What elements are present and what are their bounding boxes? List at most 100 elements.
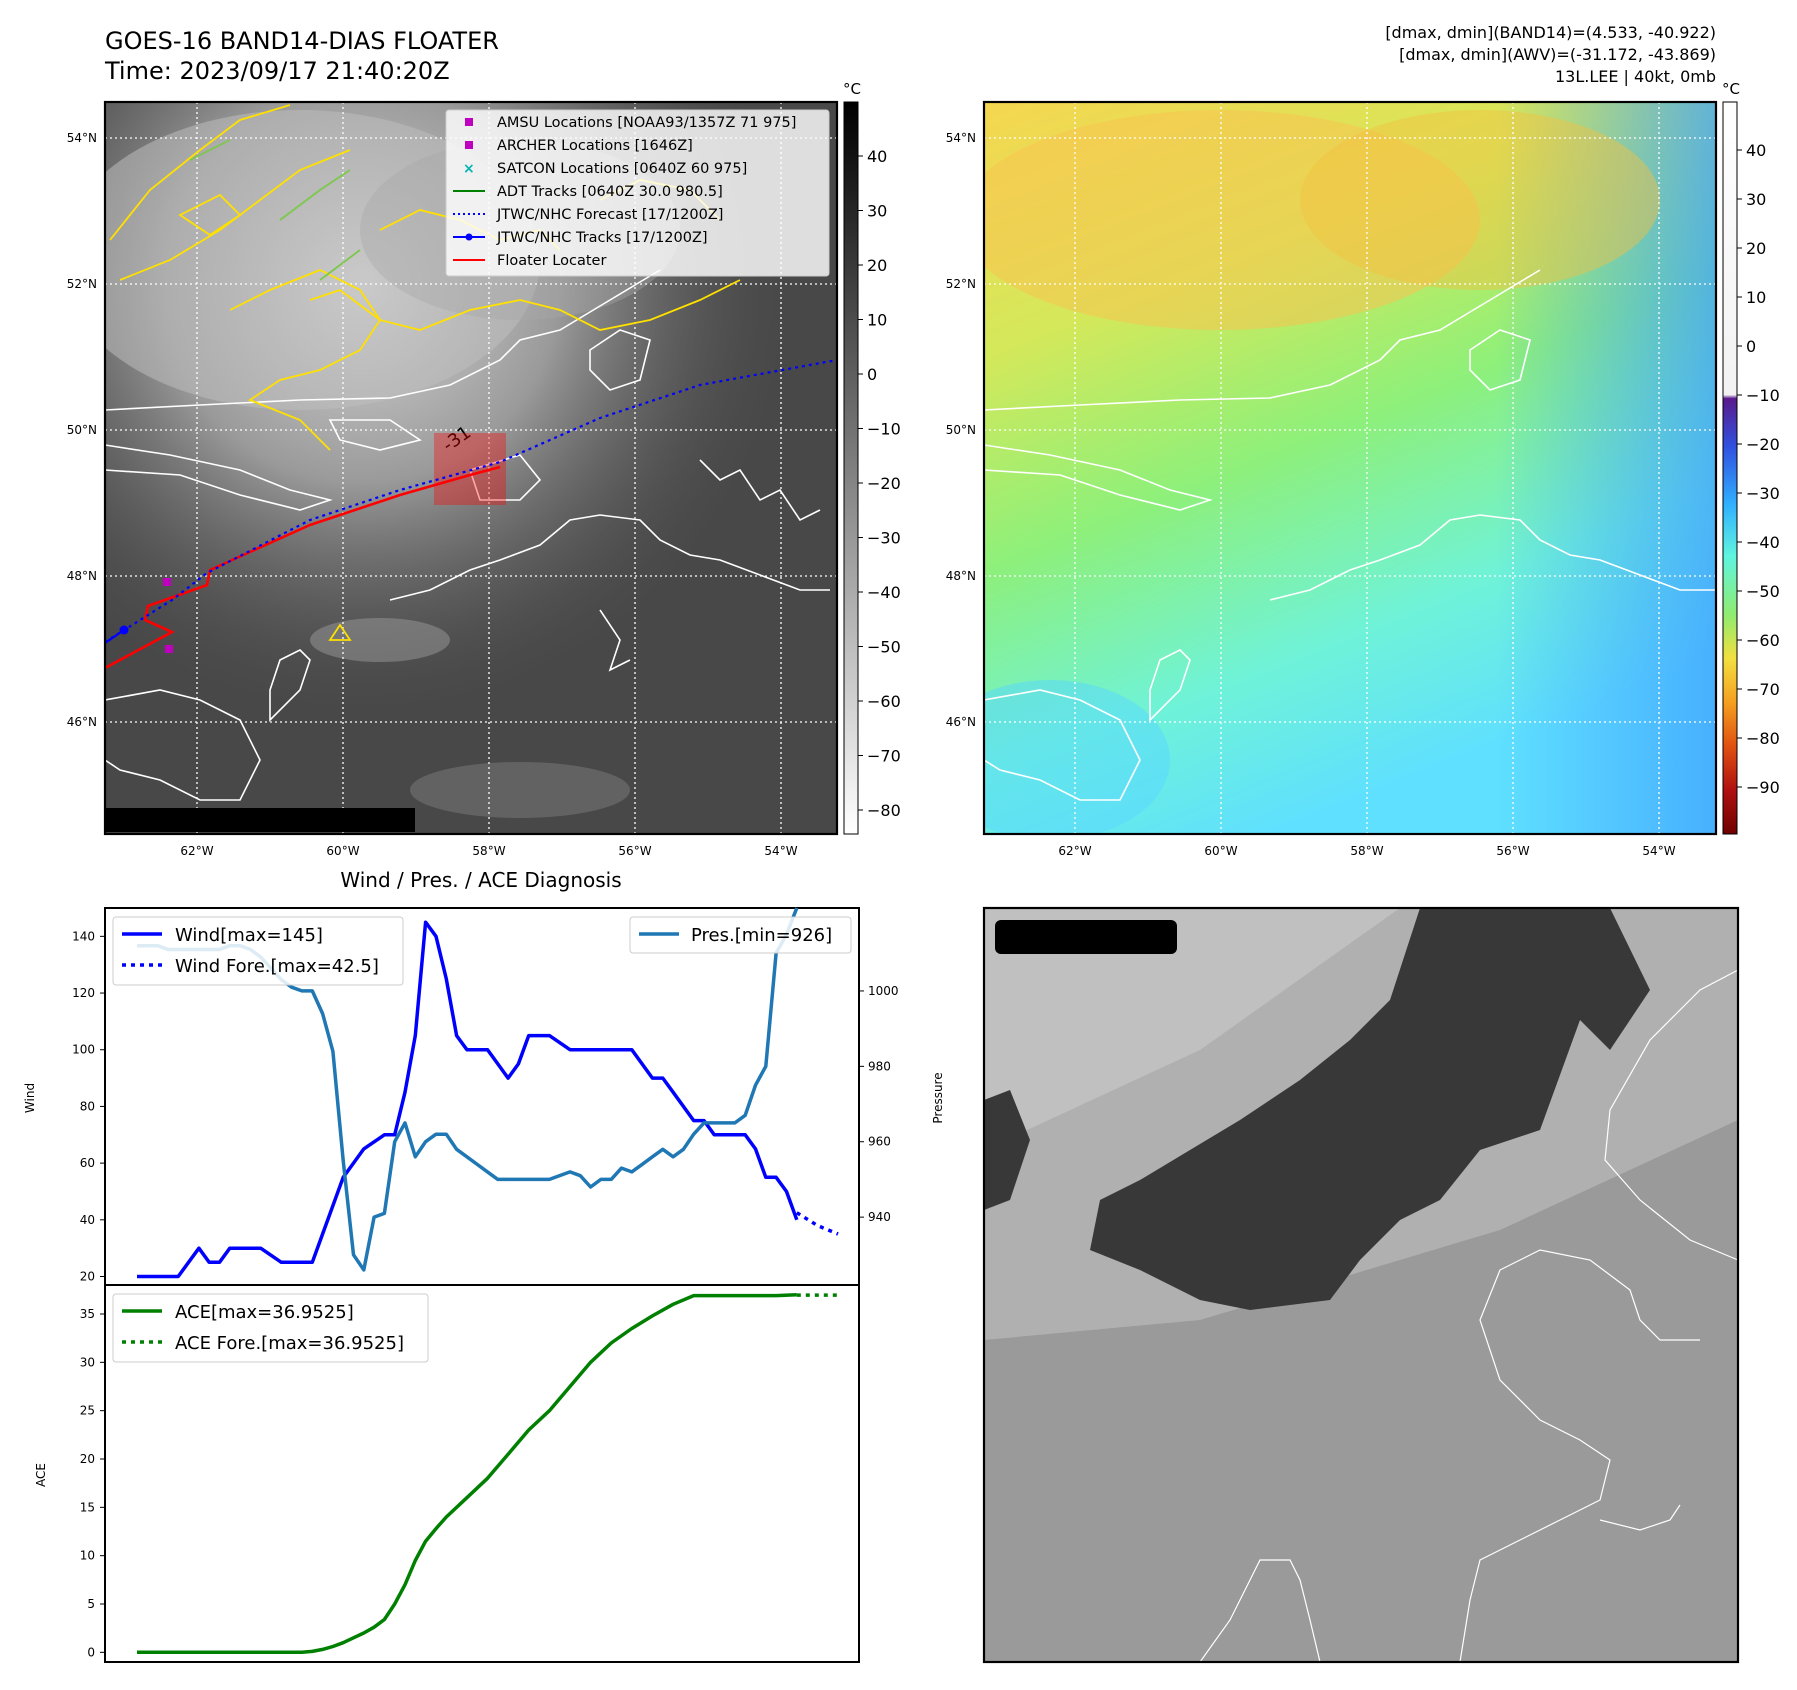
colorbar-tick-label: −40	[867, 583, 901, 602]
ir-legend-item: JTWC/NHC Forecast [17/1200Z]	[453, 207, 723, 223]
wind-pressure-chart: 20 40 60 80 100 120 140 940 960 980 1000 Wind Pre…	[23, 907, 945, 1286]
colorbar-tick-label: 10	[1746, 288, 1766, 307]
colorbar-tick-label: −60	[1746, 631, 1780, 650]
pressure-axis-label: Pressure	[931, 1072, 945, 1123]
colorbar-tick-label: 20	[1746, 239, 1766, 258]
lat-label: 52°N	[67, 277, 97, 291]
ace-legend: ACE[max=36.9525] ACE Fore.[max=36.9525]	[112, 1293, 429, 1363]
ir-legend: AMSU Locations [NOAA93/1357Z 71 975] ARCH…	[445, 109, 830, 277]
colorbar-tick-label: −90	[1746, 778, 1780, 797]
info-line3: 13L.LEE | 40kt, 0mb	[1555, 67, 1716, 86]
legend-square-icon	[465, 141, 473, 149]
ace-axis-label: ACE	[34, 1463, 48, 1487]
ir-legend-item: ADT Tracks [0640Z 30.0 980.5]	[453, 184, 723, 200]
wind-series-line	[137, 920, 799, 1279]
lat-label: 46°N	[946, 715, 976, 729]
colorbar-tick-label: 30	[867, 202, 887, 221]
lon-label: 56°W	[618, 844, 651, 858]
y-tick-label: 100	[72, 1043, 95, 1057]
wv-colorbar-unit: °C	[1722, 80, 1740, 98]
legend-dot-icon	[465, 233, 473, 241]
pressure-legend: Pres.[min=926]	[629, 916, 852, 954]
ace-legend-label: ACE[max=36.9525]	[175, 1302, 354, 1323]
ir-legend-label: JTWC/NHC Tracks [17/1200Z]	[496, 230, 708, 246]
y-tick-label: 5	[87, 1597, 95, 1611]
copyright-text: Copyright © 2020-2023 Dapiya	[108, 811, 387, 830]
wmg-badge	[995, 920, 1177, 954]
lon-label: 54°W	[1642, 844, 1675, 858]
colorbar-tick-label: −50	[867, 638, 901, 657]
lon-label: 58°W	[1350, 844, 1383, 858]
amsu-location-marker	[163, 578, 171, 586]
pressure-tick-label: 940	[868, 1210, 891, 1224]
wmg-badge-text: WMG Count: 0	[1003, 925, 1164, 949]
colorbar-tick-label: −70	[867, 747, 901, 766]
figure-title-line1: GOES-16 BAND14-DIAS FLOATER	[105, 27, 499, 55]
colorbar-tick-label: 40	[867, 147, 887, 166]
info-line1: [dmax, dmin](BAND14)=(4.533, -40.922)	[1385, 23, 1716, 42]
y-tick-label: 20	[80, 1452, 95, 1466]
lat-label: 50°N	[67, 423, 97, 437]
ir-legend-label: Floater Locater	[497, 253, 606, 269]
y-tick-label: 20	[80, 1269, 95, 1283]
ir-legend-label: AMSU Locations [NOAA93/1357Z 71 975]	[497, 115, 796, 131]
colorbar-tick-label: −30	[1746, 484, 1780, 503]
wmg-dark-region	[1090, 908, 1650, 1310]
lat-label: 54°N	[946, 131, 976, 145]
ace-chart: 0 5 10 15 20 25 30 35 ACE ACE[max=36.9525] ACE …	[34, 1284, 860, 1663]
forecast-track	[105, 358, 837, 643]
ir-legend-label: ARCHER Locations [1646Z]	[497, 138, 693, 154]
ir-colorbar: °C 40 30 20 10 0 −10 −20 −30 −40 −50 −60 −70 −80	[843, 80, 901, 835]
colorbar-tick-label: −10	[1746, 386, 1780, 405]
ir-legend-label: ADT Tracks [0640Z 30.0 980.5]	[497, 184, 723, 200]
colorbar-tick-label: −10	[867, 420, 901, 439]
colorbar-tick-label: −60	[867, 692, 901, 711]
lon-label: 60°W	[326, 844, 359, 858]
colorbar-tick-label: −20	[867, 474, 901, 493]
colorbar-tick-label: −30	[867, 529, 901, 548]
ir-coastlines	[105, 269, 830, 801]
colorbar-tick-label: 10	[867, 311, 887, 330]
lon-label: 60°W	[1204, 844, 1237, 858]
wind-forecast-legend-label: Wind Fore.[max=42.5]	[175, 956, 379, 977]
wv-coastlines	[984, 269, 1716, 801]
pressure-legend-label: Pres.[min=926]	[691, 925, 832, 946]
legend-x-icon: ×	[463, 161, 475, 177]
pressure-tick-label: 960	[868, 1135, 891, 1149]
colorbar-tick-label: 0	[867, 365, 877, 384]
ir-legend-item: Floater Locater	[453, 253, 606, 269]
copyright-badge	[105, 808, 415, 832]
wmg-coastlines	[1199, 969, 1739, 1663]
lat-label: 50°N	[946, 423, 976, 437]
y-tick-label: 25	[80, 1404, 95, 1418]
ir-legend-item: × SATCON Locations [0640Z 60 975]	[463, 161, 747, 177]
lon-label: 58°W	[472, 844, 505, 858]
y-tick-label: 40	[80, 1213, 95, 1227]
pressure-tick-label: 1000	[868, 984, 899, 998]
colorbar-tick-label: 0	[1746, 337, 1756, 356]
y-tick-label: 120	[72, 986, 95, 1000]
lon-label: 56°W	[1496, 844, 1529, 858]
ace-series-line	[137, 1292, 797, 1655]
y-tick-label: 30	[80, 1355, 95, 1369]
legend-square-icon	[465, 118, 473, 126]
wv-gridlines	[984, 102, 1716, 834]
ir-image-panel: -31 AMSU Locations [NOAA93/1357Z 71 975]…	[67, 100, 839, 858]
ir-legend-item: ARCHER Locations [1646Z]	[465, 138, 693, 154]
floater-locater-track	[105, 465, 501, 670]
lat-label: 48°N	[946, 569, 976, 583]
wv-image-panel: 54°N 52°N 50°N 48°N 46°N 62°W 60°W 58°W 56°W 54°…	[946, 100, 1718, 858]
y-tick-label: 60	[80, 1156, 95, 1170]
ir-legend-item: JTWC/NHC Tracks [17/1200Z]	[453, 230, 708, 246]
wind-legend: Wind[max=145] Wind Fore.[max=42.5]	[112, 916, 404, 986]
ir-green-contours	[189, 139, 361, 281]
ir-legend-item: AMSU Locations [NOAA93/1357Z 71 975]	[465, 115, 796, 131]
colorbar-tick-label: 40	[1746, 141, 1766, 160]
y-tick-label: 140	[72, 929, 95, 943]
info-line2: [dmax, dmin](AWV)=(-31.172, -43.869)	[1399, 45, 1716, 64]
ace-forecast-legend-label: ACE Fore.[max=36.9525]	[175, 1333, 404, 1354]
y-tick-label: 35	[80, 1307, 95, 1321]
figure-title-line2: Time: 2023/09/17 21:40:20Z	[104, 57, 450, 85]
wind-legend-label: Wind[max=145]	[175, 925, 323, 946]
